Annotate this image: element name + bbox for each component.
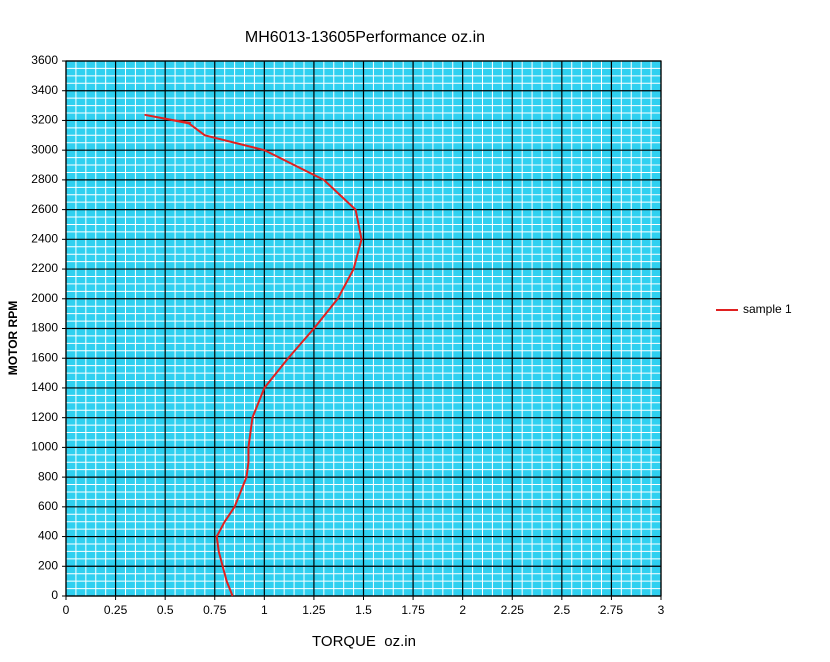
x-tick-label: 0.75 (203, 603, 227, 617)
plot-border (65, 60, 662, 597)
x-tick-label: 2.75 (600, 603, 624, 617)
y-axis-label: MOTOR RPM (6, 301, 20, 375)
legend-label: sample 1 (743, 302, 792, 316)
y-tick-label: 600 (38, 499, 58, 513)
y-tick-label: 400 (38, 529, 58, 543)
x-tick-label: 2.25 (501, 603, 525, 617)
x-tick-label: 1.25 (302, 603, 326, 617)
x-tick-label: 3 (658, 603, 665, 617)
y-tick-label: 200 (38, 558, 58, 572)
y-tick-label: 800 (38, 469, 58, 483)
y-tick-label: 1400 (31, 380, 58, 394)
x-tick-label: 0.5 (157, 603, 174, 617)
y-tick-label: 3600 (31, 53, 58, 67)
x-tick-label: 1.75 (401, 603, 425, 617)
y-tick-label: 1800 (31, 321, 58, 335)
y-tick-label: 3000 (31, 142, 58, 156)
y-tick-label: 2200 (31, 261, 58, 275)
data-line (144, 113, 363, 597)
x-tick-label: 2 (459, 603, 466, 617)
y-tick-label: 2000 (31, 291, 58, 305)
chart-title: MH6013-13605Performance oz.in (245, 29, 485, 46)
y-tick-label: 3400 (31, 83, 58, 97)
y-tick-label: 0 (51, 588, 58, 602)
x-tick-label: 2.5 (553, 603, 570, 617)
y-tick-label: 2400 (31, 232, 58, 246)
y-tick-label: 1600 (31, 350, 58, 364)
x-tick-label: 1.5 (355, 603, 372, 617)
x-tick-label: 0.25 (104, 603, 128, 617)
x-tick-label: 0 (63, 603, 70, 617)
x-axis-label: TORQUE oz.in (312, 633, 416, 650)
y-tick-label: 1000 (31, 440, 58, 454)
y-tick-label: 1200 (31, 410, 58, 424)
y-tick-label: 2800 (31, 172, 58, 186)
y-tick-label: 2600 (31, 202, 58, 216)
y-tick-label: 3200 (31, 113, 58, 127)
x-tick-label: 1 (261, 603, 268, 617)
